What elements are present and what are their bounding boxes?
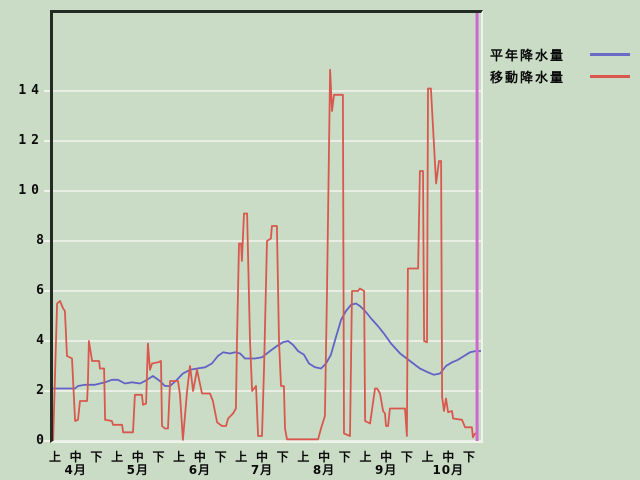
y-axis-tick-14 <box>44 90 50 92</box>
y-axis-tick-0 <box>44 440 50 442</box>
y-axis-label-10: 10 <box>18 183 44 198</box>
x-axis-period-label-3: 上 <box>111 450 124 464</box>
x-axis-period-label-7: 中 <box>193 450 206 464</box>
legend-line-red <box>590 75 630 78</box>
x-axis-month-label-8月: 8月 <box>312 463 336 477</box>
x-axis-period-label-17: 下 <box>400 450 413 464</box>
legend-label-heinen: 平年降水量 <box>490 49 566 64</box>
y-axis-tick-2 <box>44 390 50 392</box>
x-axis-period-label-12: 上 <box>297 450 310 464</box>
x-axis-period-label-20: 下 <box>462 450 475 464</box>
x-axis-period-label-15: 上 <box>359 450 372 464</box>
legend-label-idou: 移動降水量 <box>490 71 566 86</box>
x-axis-period-label-11: 下 <box>276 450 289 464</box>
y-axis-label-6: 6 <box>36 283 44 298</box>
x-axis-period-label-10: 中 <box>255 450 268 464</box>
y-axis-tick-4 <box>44 340 50 342</box>
y-axis-label-0: 0 <box>36 433 44 448</box>
x-axis-month-label-4月: 4月 <box>64 463 87 477</box>
legend-item-heinen: 平年降水量 <box>490 44 632 66</box>
x-axis-period-label-14: 下 <box>338 450 351 464</box>
series-line-idou <box>53 68 478 441</box>
legend-line-blue <box>590 53 630 56</box>
x-axis-period-label-1: 中 <box>69 450 82 464</box>
x-axis-period-label-13: 中 <box>318 450 331 464</box>
series-line-heinen <box>53 302 481 390</box>
x-axis-month-label-7月: 7月 <box>250 463 274 477</box>
x-axis-month-label-10月: 10月 <box>432 463 465 477</box>
x-axis-period-label-2: 下 <box>90 450 103 464</box>
x-axis-period-label-6: 上 <box>173 450 186 464</box>
y-axis-label-12: 12 <box>18 133 44 148</box>
y-axis-tick-6 <box>44 290 50 292</box>
x-axis-period-label-19: 中 <box>442 450 455 464</box>
x-axis-month-label-9月: 9月 <box>375 463 398 477</box>
precipitation-chart <box>53 13 481 441</box>
x-axis-period-label-4: 中 <box>131 450 144 464</box>
y-axis-label-14: 14 <box>18 83 44 98</box>
x-axis-period-label-0: 上 <box>48 450 61 464</box>
x-axis-month-label-5月: 5月 <box>126 463 149 477</box>
plot-frame <box>50 10 483 443</box>
y-axis-label-8: 8 <box>36 233 44 248</box>
y-axis-label-2: 2 <box>36 383 44 398</box>
legend-item-idou: 移動降水量 <box>490 66 632 88</box>
y-axis-tick-10 <box>44 190 50 192</box>
x-axis-month-label-6月: 6月 <box>188 463 212 477</box>
x-axis-period-label-5: 下 <box>152 450 165 464</box>
y-axis-tick-8 <box>44 240 50 242</box>
plot-area <box>53 13 481 441</box>
x-axis-period-label-9: 上 <box>235 450 248 464</box>
x-axis-period-label-8: 下 <box>214 450 227 464</box>
y-axis-label-4: 4 <box>36 333 44 348</box>
y-axis-tick-12 <box>44 140 50 142</box>
legend: 平年降水量 移動降水量 <box>490 44 632 88</box>
x-axis-period-label-16: 中 <box>380 450 393 464</box>
x-axis-period-label-18: 上 <box>421 450 434 464</box>
